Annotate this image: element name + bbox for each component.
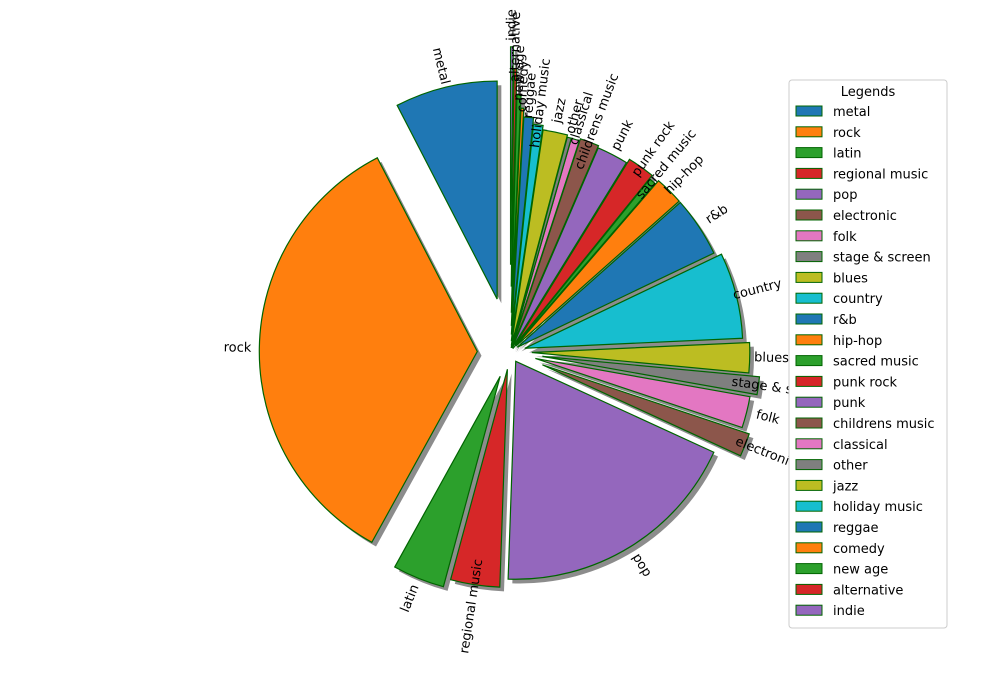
legend: Legends metal rock latin regional music pop e… bbox=[788, 79, 948, 629]
slice-label-blues: blues bbox=[754, 350, 789, 366]
legend-swatch-classical bbox=[795, 438, 823, 450]
slice-label-r-b: r&b bbox=[703, 202, 731, 228]
slice-holiday-music bbox=[510, 123, 544, 342]
legend-title: Legends bbox=[841, 85, 896, 100]
slice-childrens-music bbox=[511, 138, 600, 347]
slice-label-folk: folk bbox=[754, 407, 781, 427]
legend-label-blues: blues bbox=[833, 271, 868, 286]
legend-box bbox=[788, 79, 948, 629]
legend-label-childrens-music: childrens music bbox=[833, 417, 935, 432]
legend-swatch-latin bbox=[795, 147, 823, 159]
legend-label-alternative: alternative bbox=[833, 583, 903, 598]
slice-label-alternative: alternative bbox=[508, 12, 524, 83]
legend-swatch-metal bbox=[795, 105, 823, 117]
legend-swatch-electronic bbox=[795, 209, 823, 221]
legend-swatch-regional-music bbox=[795, 167, 823, 179]
legend-label-new-age: new age bbox=[833, 563, 888, 578]
slice-new-age bbox=[510, 94, 522, 313]
legend-label-rock: rock bbox=[833, 126, 861, 141]
slice-shadow-folk bbox=[539, 362, 755, 432]
legend-swatch-alternative bbox=[795, 583, 823, 595]
slice-label-country: country bbox=[731, 276, 783, 303]
legend-label-stage-screen: stage & screen bbox=[833, 251, 931, 266]
slice-rock bbox=[258, 157, 478, 544]
legend-label-sacred-music: sacred music bbox=[833, 355, 919, 370]
slice-label-jazz: jazz bbox=[550, 97, 570, 126]
slice-country bbox=[524, 253, 744, 349]
legend-swatch-blues bbox=[795, 271, 823, 283]
legend-swatch-stage-screen bbox=[795, 251, 823, 263]
slice-label-rock: rock bbox=[224, 340, 252, 355]
legend-label-r-b: r&b bbox=[833, 313, 857, 328]
pie-slices bbox=[258, 46, 761, 588]
slice-folk bbox=[535, 357, 751, 429]
legend-swatch-childrens-music bbox=[795, 417, 823, 429]
legend-swatch-other bbox=[795, 459, 823, 471]
legend-label-indie: indie bbox=[833, 604, 865, 619]
legend-label-reggae: reggae bbox=[833, 521, 879, 536]
slice-label-punk: punk bbox=[609, 117, 637, 153]
legend-swatch-punk bbox=[795, 396, 823, 408]
slice-electronic bbox=[542, 364, 750, 457]
legend-swatch-comedy bbox=[795, 542, 823, 554]
legend-swatch-jazz bbox=[795, 479, 823, 491]
slice-stage-screen bbox=[542, 355, 761, 396]
legend-label-classical: classical bbox=[833, 438, 888, 453]
legend-swatch-pop bbox=[795, 188, 823, 200]
legend-label-metal: metal bbox=[833, 105, 870, 120]
legend-label-other: other bbox=[833, 459, 868, 474]
slice-label-new-age: new age bbox=[511, 45, 528, 101]
legend-label-punk-rock: punk rock bbox=[833, 375, 898, 390]
slice-pop bbox=[507, 360, 715, 580]
legend-swatch-country bbox=[795, 292, 823, 304]
legend-label-holiday-music: holiday music bbox=[833, 500, 923, 515]
legend-label-country: country bbox=[833, 292, 883, 307]
legend-swatch-reggae bbox=[795, 521, 823, 533]
slice-sacred-music bbox=[512, 178, 656, 350]
legend-label-hip-hop: hip-hop bbox=[833, 334, 882, 349]
legend-swatch-sacred-music bbox=[795, 355, 823, 367]
legend-label-jazz: jazz bbox=[832, 479, 858, 494]
legend-label-punk: punk bbox=[833, 396, 866, 411]
slice-label-latin: latin bbox=[398, 583, 423, 615]
slice-r-b bbox=[516, 201, 715, 348]
slice-jazz bbox=[510, 129, 569, 346]
slice-metal bbox=[396, 80, 498, 300]
slice-alternative bbox=[510, 68, 518, 287]
slice-label-comedy: comedy bbox=[515, 60, 533, 113]
legend-label-electronic: electronic bbox=[833, 209, 897, 224]
legend-swatch-r-b bbox=[795, 313, 823, 325]
legend-label-folk: folk bbox=[833, 230, 857, 245]
slice-blues bbox=[531, 341, 751, 374]
slice-label-indie: indie bbox=[504, 9, 519, 41]
slice-label-reggae: reggae bbox=[521, 72, 540, 119]
legend-label-comedy: comedy bbox=[833, 542, 885, 557]
slice-punk-rock bbox=[514, 158, 653, 346]
legend-label-regional-music: regional music bbox=[833, 167, 928, 182]
legend-label-latin: latin bbox=[833, 147, 862, 162]
legend-swatch-folk bbox=[795, 230, 823, 242]
slice-punk bbox=[511, 147, 628, 349]
slice-label-metal: metal bbox=[429, 46, 452, 86]
legend-swatch-new-age bbox=[795, 563, 823, 575]
legend-swatch-rock bbox=[795, 126, 823, 138]
legend-swatch-hip-hop bbox=[795, 334, 823, 346]
slice-hip-hop bbox=[515, 179, 681, 347]
legend-swatch-punk-rock bbox=[795, 375, 823, 387]
slice-label-pop: pop bbox=[629, 551, 655, 580]
legend-swatch-indie bbox=[795, 604, 823, 616]
legend-swatch-holiday-music bbox=[795, 500, 823, 512]
slice-regional-music bbox=[449, 369, 509, 588]
slice-indie bbox=[509, 46, 514, 265]
legend-label-pop: pop bbox=[833, 188, 857, 203]
slice-latin bbox=[393, 375, 501, 588]
legend-items: metal rock latin regional music pop electroni… bbox=[795, 105, 935, 619]
